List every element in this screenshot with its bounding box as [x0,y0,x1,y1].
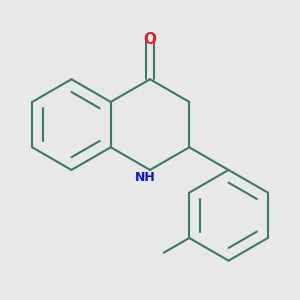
Text: O: O [143,32,157,47]
Text: NH: NH [135,171,155,184]
